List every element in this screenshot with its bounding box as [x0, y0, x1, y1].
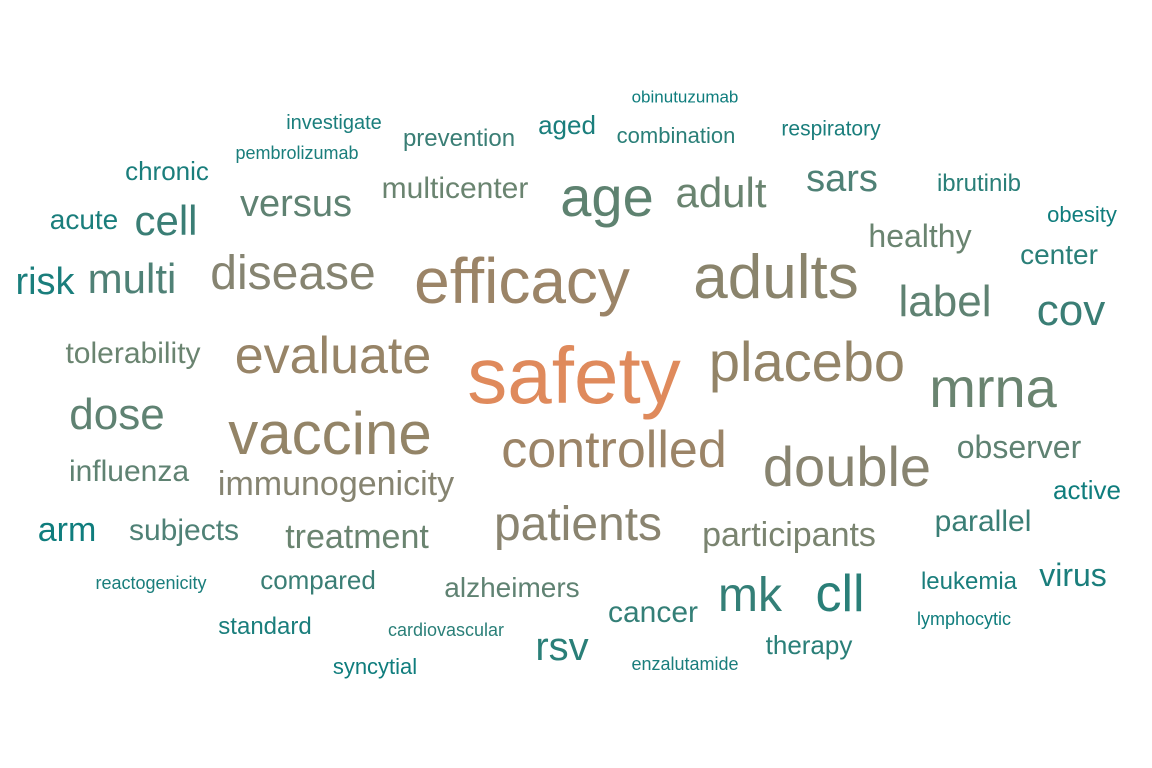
- word-acute: acute: [49, 204, 119, 235]
- word-reactogenicity: reactogenicity: [95, 573, 207, 593]
- word-standard: standard: [218, 613, 312, 640]
- word-prevention: prevention: [402, 125, 516, 152]
- word-parallel: parallel: [934, 505, 1032, 538]
- word-adults: adults: [693, 243, 859, 312]
- word-lymphocytic: lymphocytic: [916, 609, 1012, 629]
- word-multicenter: multicenter: [381, 172, 529, 205]
- word-immunogenicity: immunogenicity: [217, 465, 455, 503]
- word-center: center: [1020, 239, 1098, 270]
- word-cll: cll: [815, 565, 865, 623]
- word-evaluate: evaluate: [234, 327, 432, 385]
- word-treatment: treatment: [285, 518, 429, 556]
- word-alzheimers: alzheimers: [444, 572, 580, 603]
- word-placebo: placebo: [708, 330, 906, 393]
- word-enzalutamide: enzalutamide: [631, 654, 739, 674]
- word-investigate: investigate: [286, 112, 382, 134]
- word-aged: aged: [538, 110, 596, 140]
- word-subjects: subjects: [128, 514, 240, 547]
- word-dose: dose: [69, 390, 165, 439]
- word-efficacy: efficacy: [414, 245, 630, 317]
- word-cardiovascular: cardiovascular: [387, 620, 505, 640]
- word-ibrutinib: ibrutinib: [936, 170, 1022, 197]
- word-virus: virus: [1039, 557, 1107, 593]
- word-controlled: controlled: [501, 421, 727, 479]
- word-obesity: obesity: [1047, 202, 1117, 227]
- word-tolerability: tolerability: [65, 337, 201, 370]
- word-mk: mk: [718, 569, 782, 622]
- word-rsv: rsv: [535, 625, 589, 669]
- word-age: age: [560, 165, 654, 228]
- word-participants: participants: [702, 516, 876, 554]
- word-obinutuzumab: obinutuzumab: [631, 87, 739, 107]
- word-pembrolizumab: pembrolizumab: [235, 143, 359, 163]
- word-cell: cell: [134, 197, 198, 244]
- word-leukemia: leukemia: [920, 568, 1018, 595]
- word-disease: disease: [210, 247, 376, 300]
- word-vaccine: vaccine: [228, 400, 432, 467]
- word-safety: safety: [467, 331, 681, 420]
- word-syncytial: syncytial: [332, 654, 418, 679]
- word-combination: combination: [616, 123, 736, 148]
- word-sars: sars: [806, 158, 878, 200]
- word-chronic: chronic: [125, 156, 209, 186]
- word-healthy: healthy: [868, 218, 972, 254]
- word-patients: patients: [493, 498, 663, 551]
- word-adult: adult: [675, 169, 767, 216]
- word-respiratory: respiratory: [781, 117, 881, 141]
- word-cancer: cancer: [607, 596, 699, 629]
- word-mrna: mrna: [929, 356, 1057, 419]
- word-active: active: [1053, 475, 1121, 505]
- word-multi: multi: [87, 255, 177, 302]
- word-risk: risk: [15, 261, 75, 303]
- word-double: double: [762, 435, 932, 498]
- word-label: label: [898, 277, 992, 326]
- word-compared: compared: [260, 565, 376, 595]
- word-cov: cov: [1036, 286, 1106, 335]
- word-arm: arm: [37, 511, 97, 549]
- word-observer: observer: [956, 429, 1082, 465]
- word-therapy: therapy: [765, 630, 853, 660]
- word-versus: versus: [240, 183, 352, 225]
- word-influenza: influenza: [68, 455, 190, 488]
